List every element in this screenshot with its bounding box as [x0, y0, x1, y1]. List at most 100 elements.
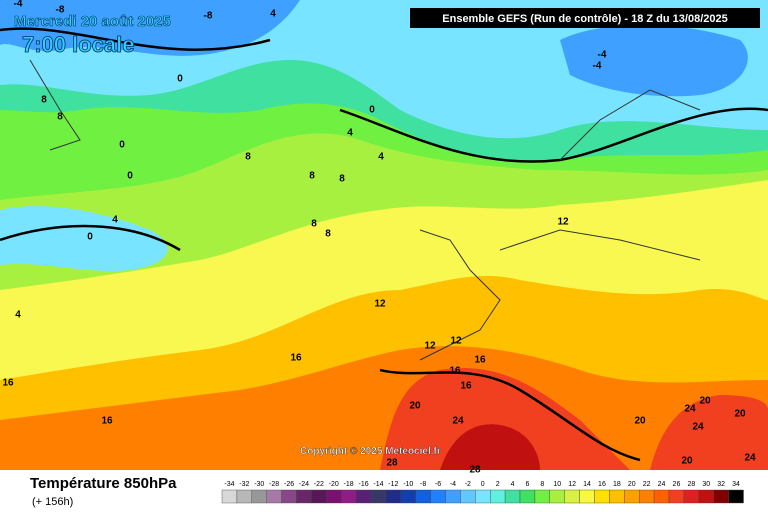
product-title: Température 850hPa	[30, 475, 177, 492]
band	[560, 25, 748, 97]
legend-swatch	[311, 489, 327, 504]
contour-label: 24	[744, 453, 756, 464]
contour-label: 0	[119, 140, 125, 151]
legend-label: 10	[553, 481, 561, 488]
contour-label: 8	[245, 152, 251, 163]
legend-swatch	[341, 489, 357, 504]
legend-swatch	[549, 489, 565, 504]
legend-swatch	[385, 489, 401, 504]
contour-label: 28	[386, 458, 398, 469]
legend-label: -30	[254, 481, 264, 488]
contour-label: -4	[598, 50, 607, 61]
legend-label: 12	[568, 481, 576, 488]
contour-label: 16	[460, 381, 472, 392]
forecast-date: Mercredi 20 août 2025	[14, 13, 171, 30]
legend-label: 6	[525, 481, 529, 488]
legend-label: -26	[284, 481, 294, 488]
legend-swatch	[460, 489, 476, 504]
contour-label: 20	[734, 409, 746, 420]
band	[0, 206, 168, 272]
legend-swatch	[221, 489, 238, 504]
legend-label: 8	[540, 481, 544, 488]
legend-swatch	[296, 489, 312, 504]
contour-label: 20	[409, 401, 421, 412]
legend-swatch	[281, 489, 297, 504]
contour-label: 8	[311, 219, 317, 230]
legend-swatch	[609, 489, 625, 504]
legend-label: -12	[388, 481, 398, 488]
legend-label: 26	[673, 481, 681, 488]
contour-label: 16	[290, 353, 302, 364]
legend-swatch	[236, 489, 252, 504]
contour-label: -8	[56, 5, 65, 16]
legend-swatch	[504, 489, 521, 504]
band	[650, 395, 768, 470]
contour-label: -4	[593, 61, 602, 72]
legend-label: -16	[358, 481, 368, 488]
legend-label: -14	[373, 481, 383, 488]
contour-label: 8	[325, 229, 331, 240]
legend-label: -8	[420, 481, 426, 488]
legend-label: 0	[481, 481, 485, 488]
contour-label: 28	[469, 465, 481, 476]
contour-label: 20	[681, 456, 693, 467]
contour-label: 8	[309, 171, 315, 182]
band	[440, 424, 540, 470]
legend-swatch	[653, 489, 670, 504]
legend-label: -24	[299, 481, 309, 488]
contour-label: 20	[634, 416, 646, 427]
contour-label: -8	[204, 11, 213, 22]
color-legend: -34 -32 -30 -28 -26 -24 -22 -20 -18 -16 -14 -12 -10-…	[221, 481, 744, 504]
contour-label: 4	[270, 9, 276, 20]
legend-label: 24	[658, 481, 666, 488]
legend-label: 20	[628, 481, 636, 488]
legend-label: -10	[403, 481, 413, 488]
legend-swatch	[579, 489, 595, 504]
copyright: Copyright © 2025 Meteociel.fr	[300, 446, 441, 457]
contour-label: 24	[452, 416, 464, 427]
map	[0, 0, 768, 470]
contour-label: 16	[449, 366, 461, 377]
header-box	[410, 8, 760, 28]
contour-label: 24	[684, 404, 696, 415]
contour-label: 4	[15, 310, 21, 321]
legend-swatch	[639, 489, 655, 504]
contour-label: 4	[378, 152, 384, 163]
contour-label: 4	[112, 215, 118, 226]
legend-label: 30	[702, 481, 710, 488]
contour-label: 0	[127, 171, 133, 182]
contour-label: 16	[101, 416, 113, 427]
contour-label: 12	[557, 217, 569, 228]
contour-label: 12	[450, 336, 462, 347]
coastline	[29, 59, 701, 361]
legend-label: 18	[613, 481, 621, 488]
contour-label: -4	[14, 0, 23, 10]
legend-swatch	[668, 489, 685, 504]
legend-swatch	[355, 489, 372, 504]
legend-swatch	[519, 489, 536, 504]
legend-swatch	[445, 489, 461, 504]
contour-label: 24	[692, 422, 704, 433]
legend-label: -34	[224, 481, 234, 488]
legend-swatch	[475, 489, 491, 504]
lead-time: (+ 156h)	[32, 496, 73, 508]
legend-swatch	[430, 489, 446, 504]
forecast-time: 7:00 locale	[22, 32, 135, 57]
band	[380, 368, 630, 470]
contour-label: 8	[41, 95, 47, 106]
legend-label: 22	[643, 481, 651, 488]
model-run: Ensemble GEFS (Run de contrôle) - 18 Z d…	[442, 13, 727, 25]
legend-label: -4	[450, 481, 456, 488]
contour-label: 8	[57, 112, 63, 123]
legend-swatch	[370, 489, 387, 504]
legend-label: -28	[269, 481, 279, 488]
legend-label: -22	[314, 481, 324, 488]
legend-swatch	[400, 489, 416, 504]
legend-label: 34	[732, 481, 740, 488]
contour-label: 0	[369, 105, 375, 116]
legend-swatch	[728, 489, 744, 504]
contour-label: 16	[2, 378, 14, 389]
legend-swatch	[251, 489, 267, 504]
